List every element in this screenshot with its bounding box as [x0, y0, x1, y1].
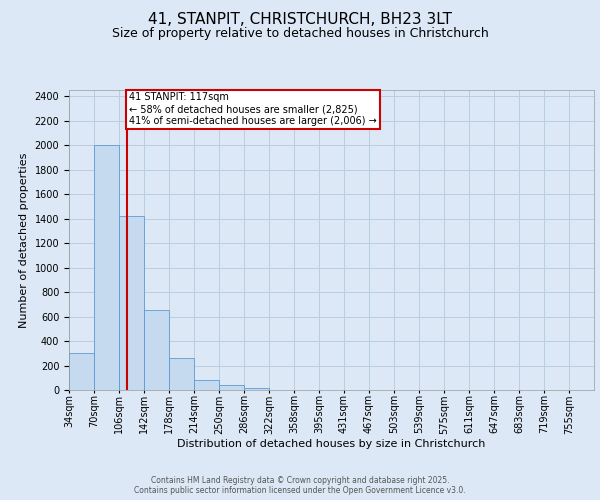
Bar	[169, 358, 194, 390]
Bar	[219, 385, 244, 390]
Text: Contains HM Land Registry data © Crown copyright and database right 2025.
Contai: Contains HM Land Registry data © Crown c…	[134, 476, 466, 495]
X-axis label: Distribution of detached houses by size in Christchurch: Distribution of detached houses by size …	[178, 439, 485, 449]
Y-axis label: Number of detached properties: Number of detached properties	[19, 152, 29, 328]
Bar	[144, 310, 169, 390]
Text: 41, STANPIT, CHRISTCHURCH, BH23 3LT: 41, STANPIT, CHRISTCHURCH, BH23 3LT	[148, 12, 452, 28]
Text: Size of property relative to detached houses in Christchurch: Size of property relative to detached ho…	[112, 28, 488, 40]
Text: 41 STANPIT: 117sqm
← 58% of detached houses are smaller (2,825)
41% of semi-deta: 41 STANPIT: 117sqm ← 58% of detached hou…	[129, 92, 377, 126]
Bar	[244, 388, 269, 390]
Bar	[94, 145, 119, 390]
Bar	[194, 380, 219, 390]
Bar	[119, 216, 144, 390]
Bar	[69, 354, 94, 390]
